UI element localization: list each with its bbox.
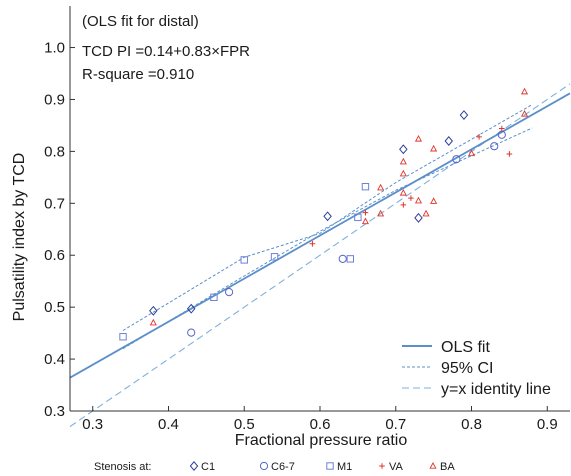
legend-label-m1: M1 <box>337 461 352 473</box>
point-c6-7-3 <box>452 155 461 164</box>
annotation-equation: TCD PI =0.14+0.83×FPR <box>82 43 250 60</box>
point-m1-2 <box>240 256 248 264</box>
point-ba-4 <box>399 169 407 177</box>
point-va-3 <box>408 195 414 201</box>
line-legend: OLS fit 95% CI y=x identity line <box>402 339 551 398</box>
point-m1-3 <box>270 253 279 261</box>
point-m1-0 <box>119 333 127 341</box>
point-ba-10 <box>430 144 438 152</box>
point-c1-3 <box>399 144 408 155</box>
point-ba-9 <box>422 209 430 217</box>
x-tick-label-2: 0.5 <box>234 416 255 433</box>
y-tick-label-4: 0.7 <box>44 195 65 212</box>
ci-lower-line <box>122 127 533 350</box>
x-tick-label-4: 0.7 <box>385 416 406 433</box>
point-c1-1 <box>186 303 196 314</box>
identity-line <box>69 83 571 428</box>
legend-label-va: VA <box>389 461 404 473</box>
point-c6-7-4 <box>490 142 499 151</box>
y-tick-label-3: 0.6 <box>44 247 65 264</box>
point-c1-0 <box>149 305 158 316</box>
x-tick-label-5: 0.8 <box>461 416 482 433</box>
point-c1-4 <box>414 212 423 223</box>
point-ba-5 <box>399 157 407 165</box>
legend-marker-va <box>379 463 385 469</box>
point-c6-7-0 <box>187 328 196 337</box>
legend-label-c1: C1 <box>201 461 215 473</box>
fit-lines <box>69 83 571 428</box>
legend-label-c6-7: C6-7 <box>271 461 295 473</box>
x-tick-label-1: 0.4 <box>158 416 179 433</box>
legend-marker-c6-7 <box>259 461 269 471</box>
y-tick-label-2: 0.5 <box>44 299 65 316</box>
stenosis-label: Stenosis at: <box>94 461 151 473</box>
point-ba-0 <box>149 318 157 326</box>
x-tick-label-0: 0.3 <box>82 416 103 433</box>
x-tick-label-3: 0.6 <box>310 416 331 433</box>
point-ba-11 <box>430 197 438 204</box>
x-tick-label-6: 0.9 <box>537 416 558 433</box>
point-ba-2 <box>377 209 385 217</box>
point-c6-7-1 <box>224 287 234 297</box>
point-c1-5 <box>444 136 454 146</box>
point-va-0 <box>309 241 316 247</box>
legend-marker-ba <box>429 462 437 469</box>
point-c1-2 <box>323 211 332 222</box>
point-va-2 <box>400 202 407 208</box>
ci-upper-line <box>122 104 533 331</box>
legend-ols-label: OLS fit <box>441 339 490 356</box>
axes-frame: 0.3 0.4 0.5 0.6 0.7 0.8 0.9 0.3 0.4 0.5 0.6 0.7 0.8 0… <box>44 6 570 433</box>
point-ba-8 <box>414 196 423 204</box>
annotation-rsquare: R-square =0.910 <box>82 66 194 83</box>
point-c1-6 <box>459 110 469 121</box>
legend-marker-m1 <box>326 462 334 470</box>
point-ba-1 <box>361 217 370 225</box>
point-ba-12 <box>467 149 476 157</box>
point-va-4 <box>476 134 482 140</box>
x-axis-label: Fractional pressure ratio <box>235 432 408 449</box>
point-va-6 <box>506 151 513 157</box>
point-m1-1 <box>210 293 218 301</box>
y-tick-label-1: 0.4 <box>44 351 65 368</box>
y-tick-label-0: 0.3 <box>44 403 65 420</box>
annotation-title: (OLS fit for distal) <box>82 13 199 30</box>
point-ba-14 <box>520 110 529 117</box>
point-va-1 <box>362 209 369 216</box>
y-tick-label-5: 0.8 <box>44 143 65 160</box>
data-points <box>119 87 529 341</box>
point-ba-3 <box>377 183 385 191</box>
point-ba-6 <box>399 188 407 196</box>
point-ba-7 <box>414 134 423 142</box>
point-m1-5 <box>354 213 362 222</box>
point-m1-4 <box>346 255 355 263</box>
legend-marker-c1 <box>189 461 199 471</box>
legend-ci-label: 95% CI <box>441 360 493 377</box>
y-tick-label-7: 1.0 <box>44 40 65 57</box>
legend-label-ba: BA <box>440 461 455 473</box>
y-tick-label-6: 0.9 <box>44 91 65 108</box>
legend-identity-label: y=x identity line <box>441 381 551 398</box>
point-va-5 <box>499 125 505 132</box>
ols-fit-line <box>69 92 571 379</box>
point-ba-13 <box>520 87 529 95</box>
point-c6-7-2 <box>338 254 347 263</box>
marker-legend: Stenosis at: C1 C6-7 M1 VA BA <box>94 461 455 473</box>
point-m1-6 <box>361 182 370 191</box>
y-axis-label: Pulsatility index by TCD <box>11 153 28 322</box>
